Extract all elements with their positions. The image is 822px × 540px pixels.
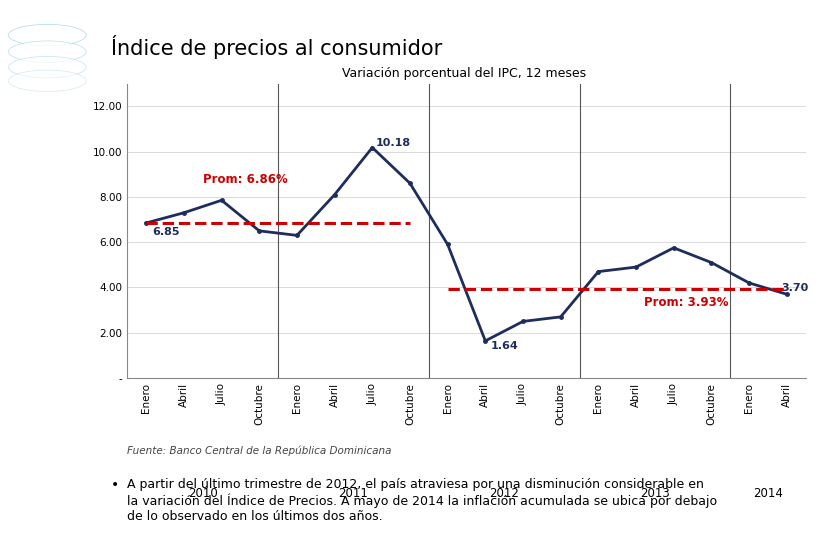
Text: economía: economía [7, 132, 52, 141]
Text: 2012: 2012 [489, 487, 520, 500]
Text: 2010: 2010 [188, 487, 218, 500]
Text: Soluciones públicas y privadas: Soluciones públicas y privadas [7, 154, 91, 159]
Text: Prom: 6.86%: Prom: 6.86% [203, 173, 288, 186]
Text: Índice de precios al consumidor: Índice de precios al consumidor [111, 35, 442, 59]
Text: 10.18: 10.18 [376, 138, 411, 148]
Text: Prom: 3.93%: Prom: 3.93% [644, 295, 728, 308]
Text: Variación porcentual del IPC, 12 meses: Variación porcentual del IPC, 12 meses [343, 68, 586, 80]
Text: 1.64: 1.64 [491, 341, 519, 350]
Text: A partir del último trimestre de 2012, el país atraviesa por una disminución con: A partir del último trimestre de 2012, e… [127, 478, 718, 523]
Text: Fuente: Banco Central de la República Dominicana: Fuente: Banco Central de la República Do… [127, 446, 392, 456]
Text: 2011: 2011 [339, 487, 368, 500]
Ellipse shape [8, 24, 86, 46]
Text: 2014: 2014 [753, 487, 783, 500]
Ellipse shape [8, 70, 86, 91]
Text: 6.85: 6.85 [152, 227, 179, 238]
Ellipse shape [8, 41, 86, 62]
Text: 3.70: 3.70 [781, 283, 808, 293]
Ellipse shape [8, 57, 86, 78]
Text: 2013: 2013 [640, 487, 670, 500]
Text: urbana: urbana [7, 143, 36, 152]
Text: •: • [111, 478, 119, 492]
